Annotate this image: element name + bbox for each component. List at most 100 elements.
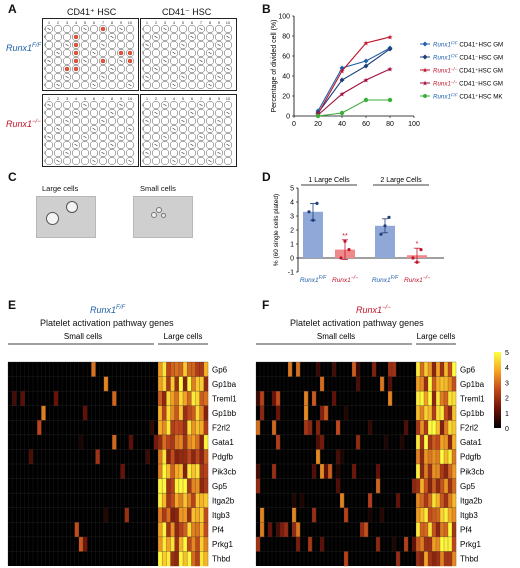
plate-well bbox=[214, 156, 224, 166]
plate-well-mark bbox=[92, 83, 96, 87]
heatmap-cell bbox=[420, 420, 425, 436]
plate-well bbox=[223, 148, 233, 158]
plate-well-mark bbox=[65, 119, 69, 123]
plate-well bbox=[196, 116, 206, 126]
data-point bbox=[315, 201, 319, 205]
plate-well bbox=[178, 108, 188, 118]
plate-well bbox=[205, 32, 215, 42]
heatmap-cell bbox=[183, 493, 188, 508]
plate-well-mark bbox=[101, 151, 105, 155]
heatmap-gene-label: Treml1 bbox=[460, 394, 485, 403]
plate-well bbox=[205, 132, 215, 142]
heatmap-cell bbox=[256, 478, 261, 494]
heatmap-cell bbox=[272, 420, 277, 436]
heatmap-cell bbox=[153, 434, 159, 450]
heatmap-cell bbox=[404, 536, 409, 552]
heatmap-cell bbox=[336, 420, 341, 436]
plate-well bbox=[53, 64, 63, 74]
plate-well-mark bbox=[145, 119, 149, 123]
heatmapF-subtitle: Platelet activation pathway genes bbox=[290, 318, 424, 328]
heatmap-cell bbox=[187, 449, 192, 465]
heatmap-cell bbox=[174, 536, 180, 552]
heatmap-cell bbox=[416, 362, 421, 377]
plate-well bbox=[169, 72, 179, 82]
heatmap-cell bbox=[440, 464, 445, 479]
plate-well bbox=[151, 116, 161, 126]
y-tick-label: 5 bbox=[290, 186, 294, 193]
plate-well bbox=[196, 108, 206, 118]
heatmap-cell bbox=[158, 551, 163, 567]
plate-well bbox=[44, 32, 54, 42]
heatmap-cell bbox=[256, 536, 261, 552]
plate-well bbox=[44, 140, 54, 150]
heatmap-cell bbox=[416, 551, 421, 567]
heatmap-cell bbox=[195, 493, 200, 508]
heatmap-cell bbox=[420, 391, 425, 406]
y-axis-label: % (60 single cells plated) bbox=[273, 194, 280, 266]
heatmap-cell bbox=[416, 522, 421, 538]
heatmap-cell bbox=[162, 391, 167, 406]
heatmap-cell bbox=[166, 420, 171, 436]
heatmap-gene-label: Gp6 bbox=[460, 365, 476, 374]
plate-well-mark bbox=[128, 83, 132, 87]
heatmap-cell bbox=[183, 376, 188, 392]
heatmap-cell bbox=[174, 376, 180, 392]
heatmap-cell bbox=[424, 551, 429, 567]
heatmap-cell bbox=[448, 507, 453, 523]
plate-well bbox=[196, 40, 206, 50]
plate-well bbox=[187, 100, 197, 110]
heatmap-cell bbox=[256, 391, 261, 406]
heatmap-cell bbox=[448, 405, 453, 421]
heatmap-cell bbox=[183, 391, 188, 406]
series-line bbox=[317, 68, 391, 116]
heatmap-cell bbox=[440, 536, 445, 552]
heatmap-cell bbox=[187, 522, 192, 538]
plate-top-right: 12345678910ABCDEFGH bbox=[140, 18, 237, 91]
plate-well-mark bbox=[199, 135, 203, 139]
plate-well-mark bbox=[154, 67, 158, 71]
heatmap-cell bbox=[158, 391, 163, 406]
heatmap-cell bbox=[428, 478, 433, 494]
heatmap-cell bbox=[320, 434, 325, 450]
heatmap-cell bbox=[424, 493, 429, 508]
heatmap-cell bbox=[162, 464, 167, 479]
plate-well bbox=[98, 64, 108, 74]
plate-well bbox=[44, 156, 54, 166]
heatmap-cell bbox=[195, 551, 200, 567]
heatmap-cell bbox=[312, 464, 317, 479]
heatmap-cell bbox=[448, 536, 453, 552]
heatmap-cell bbox=[352, 464, 357, 479]
heatmap-cell bbox=[158, 493, 163, 508]
plate-well bbox=[187, 56, 197, 66]
plate-well bbox=[205, 116, 215, 126]
plate-well bbox=[71, 80, 81, 90]
large-cell-1 bbox=[66, 201, 78, 213]
heatmap-cell bbox=[83, 405, 88, 421]
heatmap-cell bbox=[296, 362, 301, 377]
heatmap-cell bbox=[95, 449, 100, 465]
plate-well-mark bbox=[226, 111, 230, 115]
plate-well bbox=[142, 100, 152, 110]
heatmap-cell bbox=[428, 391, 433, 406]
heatmap-cell bbox=[203, 493, 209, 508]
colorbar-tick-label: 2 bbox=[505, 396, 509, 403]
plate-well bbox=[107, 56, 117, 66]
heatmap-cell bbox=[440, 405, 445, 421]
plate-well bbox=[89, 40, 99, 50]
heatmap-cell bbox=[183, 434, 188, 450]
plate-column-number: 6 bbox=[191, 96, 194, 101]
plate-well bbox=[205, 40, 215, 50]
heatmap-cell bbox=[195, 449, 200, 465]
heatmap-cell bbox=[428, 376, 433, 392]
heatmap-cell bbox=[203, 362, 209, 377]
plate-well bbox=[223, 48, 233, 58]
heatmap-cell bbox=[432, 449, 437, 465]
plate-well bbox=[205, 100, 215, 110]
heatmap-gene-label: Thbd bbox=[460, 555, 478, 564]
heatmap-cell bbox=[436, 478, 441, 494]
heatmap-cell bbox=[174, 493, 180, 508]
heatmap-cell bbox=[432, 522, 437, 538]
plate-well-mark bbox=[83, 103, 87, 107]
panel-label-d: D bbox=[262, 170, 271, 184]
small-cells-group-label: Small cells bbox=[317, 332, 355, 341]
